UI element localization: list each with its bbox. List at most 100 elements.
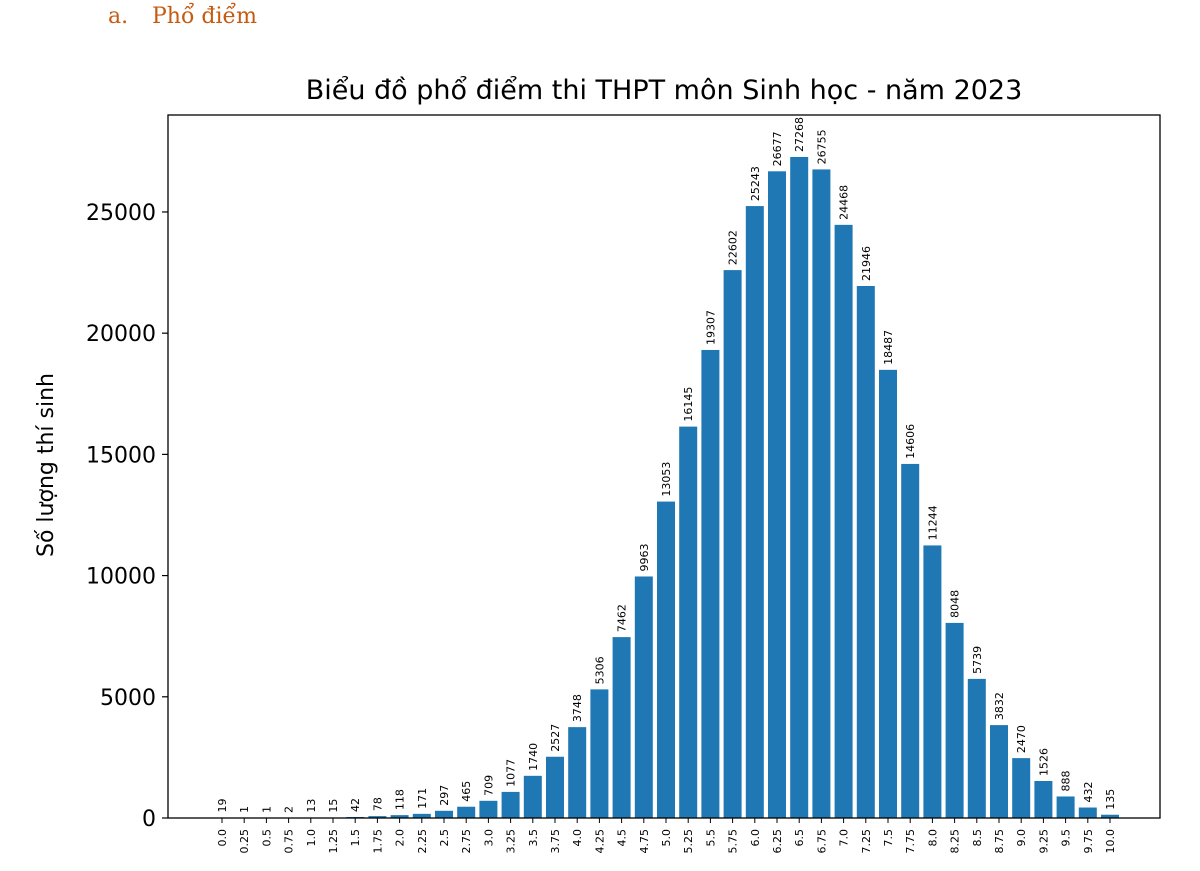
y-tick-label: 25000 <box>86 201 156 226</box>
y-axis-label: Số lượng thí sinh <box>34 373 59 557</box>
bar-value-label: 13 <box>305 799 318 813</box>
bar-value-label: 25243 <box>749 166 762 201</box>
x-tick-label: 4.0 <box>571 829 584 847</box>
x-tick-label: 0.75 <box>283 829 296 854</box>
bar <box>923 545 942 818</box>
bars-group <box>213 156 1119 819</box>
bar-value-label: 3832 <box>993 692 1006 720</box>
x-tick-label: 6.5 <box>793 829 806 847</box>
section-number: a. <box>108 4 129 29</box>
bar <box>368 816 387 818</box>
bar-value-label: 3748 <box>571 694 584 722</box>
bar-value-label: 171 <box>416 788 429 809</box>
bar <box>768 171 786 818</box>
bar <box>1078 807 1097 818</box>
x-tick-label: 2.5 <box>438 829 451 847</box>
bar <box>457 806 476 818</box>
bar <box>1056 796 1075 818</box>
x-tick-label: 9.25 <box>1037 829 1050 854</box>
bar-value-label: 1 <box>238 806 251 813</box>
y-tick-label: 5000 <box>100 686 156 711</box>
x-tick-label: 0.5 <box>260 829 273 847</box>
bar-value-label: 432 <box>1082 782 1095 803</box>
bar-value-label: 5739 <box>971 646 984 674</box>
x-tick-label: 5.0 <box>660 829 673 847</box>
x-tick-label: 4.5 <box>616 829 629 847</box>
x-tick-label: 6.25 <box>771 829 784 854</box>
bar-value-label: 8048 <box>949 590 962 618</box>
bar <box>745 206 764 819</box>
bar-value-label: 18487 <box>882 330 895 365</box>
plot-frame <box>167 114 1161 819</box>
bar-value-label: 27268 <box>793 117 806 152</box>
x-tick-label: 1.25 <box>327 829 340 854</box>
bar-value-label: 19307 <box>704 310 717 345</box>
bar-value-label: 2470 <box>1015 725 1028 753</box>
bar-value-label: 1 <box>260 806 273 813</box>
x-tick-label: 6.0 <box>749 829 762 847</box>
section-heading: a. Phổ điểm <box>108 4 257 29</box>
bar-value-label: 297 <box>438 785 451 806</box>
bar <box>412 813 431 818</box>
bar <box>435 810 453 818</box>
bar <box>856 285 875 819</box>
bar-value-label: 26755 <box>815 129 828 164</box>
x-tick-label: 8.5 <box>971 829 984 847</box>
bar-value-label: 5306 <box>593 656 606 684</box>
bar-value-label: 2 <box>283 806 296 813</box>
bar-value-label: 709 <box>482 775 495 796</box>
bar <box>967 678 986 818</box>
y-tick-label: 20000 <box>86 322 156 347</box>
x-tick-label: 7.75 <box>904 829 917 854</box>
bar <box>1012 758 1031 818</box>
value-labels-group: 19 1 1 2 13 15 42 78 118 171 297 465 709 1077 1740 2527… <box>216 117 1117 813</box>
bar <box>901 463 920 818</box>
x-tick-label: 1.5 <box>349 829 362 847</box>
x-tick-label: 2.25 <box>416 829 429 854</box>
bar-value-label: 13053 <box>660 462 673 497</box>
bar <box>657 501 675 818</box>
x-tick-label: 9.5 <box>1060 829 1073 847</box>
bar <box>679 426 698 818</box>
x-tick-label: 8.25 <box>949 829 962 854</box>
x-tick-label: 7.25 <box>860 829 873 854</box>
x-tick-label: 5.5 <box>704 829 717 847</box>
x-tick-label: 8.0 <box>926 829 939 847</box>
y-tick-label: 0 <box>142 807 156 832</box>
x-tick-label: 8.75 <box>993 829 1006 854</box>
bar <box>390 815 409 818</box>
bar-value-label: 22602 <box>727 230 740 265</box>
bar <box>812 169 831 819</box>
x-tick-label: 5.75 <box>727 829 740 854</box>
bar <box>701 349 720 818</box>
bar-value-label: 42 <box>349 798 362 812</box>
bar <box>612 637 631 818</box>
y-axis: 0 5000 10000 15000 20000 25000 <box>86 201 168 832</box>
x-tick-label: 0.0 <box>216 829 229 847</box>
x-tick-label: 3.75 <box>549 829 562 854</box>
bar-value-label: 21946 <box>860 246 873 281</box>
bar <box>634 576 653 818</box>
bar <box>1034 781 1053 818</box>
bar <box>834 224 853 818</box>
bar-value-label: 7462 <box>616 604 629 632</box>
bar <box>945 622 964 818</box>
x-tick-label: 2.0 <box>394 829 407 847</box>
bar-value-label: 9963 <box>638 543 651 571</box>
x-tick-label: 3.0 <box>482 829 495 847</box>
x-axis: 0.0 0.25 0.5 0.75 1.0 1.25 1.5 1.75 2.0 2.25 2.5 2.… <box>216 818 1117 854</box>
bar <box>723 270 742 819</box>
x-tick-label: 0.25 <box>238 829 251 854</box>
bar-value-label: 78 <box>371 797 384 811</box>
x-tick-label: 10.0 <box>1104 829 1117 854</box>
bar-value-label: 465 <box>460 781 473 802</box>
x-tick-label: 7.5 <box>882 829 895 847</box>
x-tick-label: 9.75 <box>1082 829 1095 854</box>
bar-value-label: 118 <box>394 789 407 810</box>
x-tick-label: 1.75 <box>371 829 384 854</box>
x-tick-label: 4.75 <box>638 829 651 854</box>
bar-value-label: 11244 <box>926 505 939 540</box>
x-tick-label: 1.0 <box>305 829 318 847</box>
section-title: Phổ điểm <box>152 4 257 29</box>
